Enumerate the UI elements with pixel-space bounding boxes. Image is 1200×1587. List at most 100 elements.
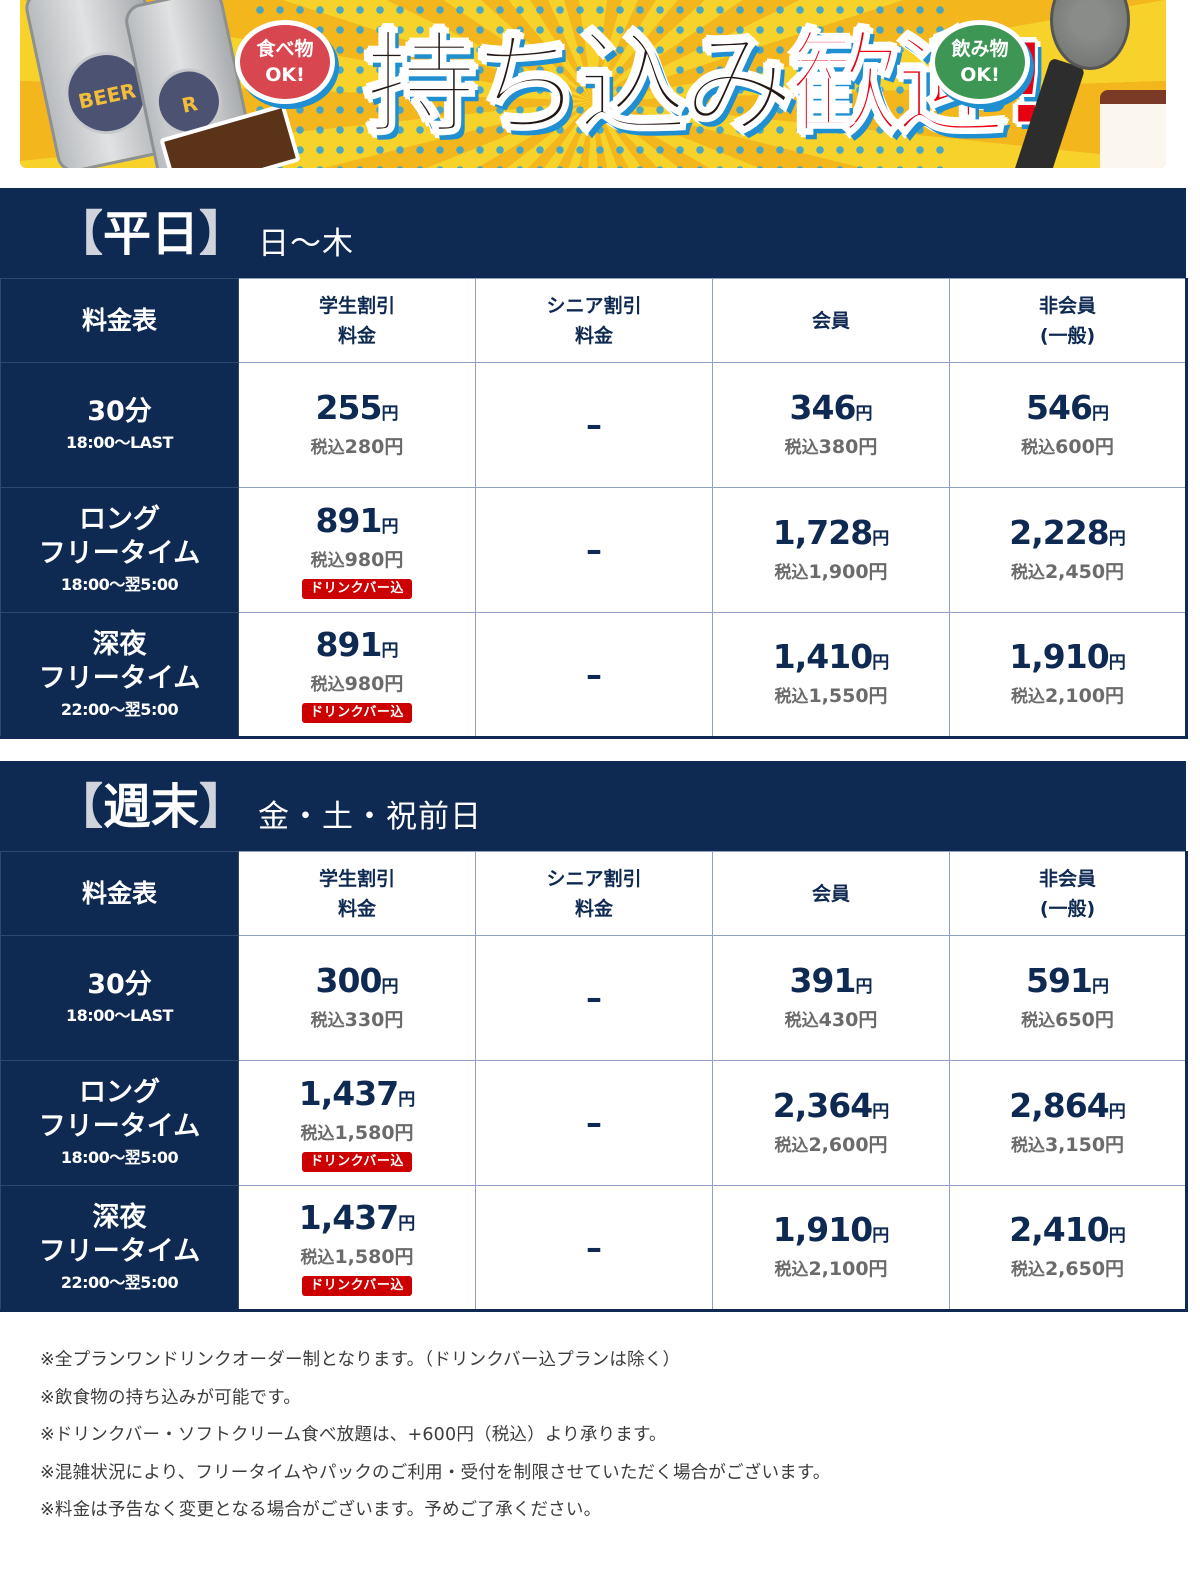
tax-prefix: 税込 — [774, 1260, 809, 1280]
price-cell-member: 391円 税込430円 — [712, 935, 950, 1061]
drink-ok-line2: OK! — [960, 64, 1000, 86]
price-cell-student: 891円 税込980円 ドリンクバー込 — [238, 487, 476, 613]
price-incl-tax: 税込430円 — [713, 1006, 949, 1035]
table-row: 30分 18:00～LAST 255円 税込280円 – 346円 税込380円 … — [0, 362, 1187, 488]
table-row: 30分 18:00～LAST 300円 税込330円 – 391円 税込430円 … — [0, 935, 1187, 1061]
price-cell-member: 1,910円 税込2,100円 — [712, 1185, 950, 1311]
tax-prefix: 税込 — [1021, 437, 1056, 458]
price-incl-tax: 税込2,650円 — [950, 1255, 1185, 1284]
yen-unit: 円 — [1108, 1101, 1126, 1122]
price-incl-tax: 税込3,150円 — [950, 1131, 1185, 1160]
col-nonmember: 非会員 (一般) — [949, 278, 1187, 363]
price-cell-student: 1,437円 税込1,580円 ドリンクバー込 — [238, 1185, 476, 1311]
price-cell-senior: – — [475, 612, 713, 738]
price-cell-senior: – — [475, 362, 713, 488]
weekend-header: 【週末】 金・土・祝前日 — [0, 761, 1186, 851]
plan-name: 深夜 — [92, 1201, 147, 1233]
yen-unit: 円 — [858, 1008, 878, 1031]
col-nonmember: 非会員 (一般) — [949, 851, 1187, 936]
price-cell-student: 891円 税込980円 ドリンクバー込 — [238, 612, 476, 738]
headline-black-text: 持ち込み — [364, 19, 797, 152]
weekend-price-table: 料金表 学生割引 料金 シニア割引 料金 会員 非会員 (一般) 30分 18:00～L… — [0, 851, 1188, 1312]
price-cell-member: 2,364円 税込2,600円 — [712, 1060, 950, 1186]
price-excl-tax: 2,864円 — [950, 1085, 1185, 1131]
yen-unit: 円 — [855, 403, 873, 424]
plan-name: フリータイム — [38, 662, 201, 694]
tax-prefix: 税込 — [300, 1248, 335, 1268]
tax-prefix: 税込 — [310, 550, 345, 571]
price-excl-tax: 891円 — [239, 501, 475, 546]
price-incl-tax: 税込2,450円 — [950, 558, 1185, 587]
note-item: ※料金は予告なく変更となる場合がございます。予めご了承ください。 — [40, 1500, 602, 1520]
price-excl-tax: 346円 — [713, 388, 949, 433]
yen-unit: 円 — [384, 1008, 404, 1031]
tax-prefix: 税込 — [774, 562, 809, 583]
price-cell-nonmember: 1,910円 税込2,100円 — [949, 612, 1187, 738]
col-student-line2: 料金 — [337, 324, 376, 347]
not-available-dash: – — [586, 979, 602, 1017]
price-value: 1,910 — [772, 1210, 873, 1249]
price-incl-tax: 税込1,580円 — [239, 1119, 475, 1148]
yen-unit: 円 — [381, 976, 399, 997]
weekday-header: 【平日】 日～木 — [0, 188, 1186, 278]
price-cell-member: 1,728円 税込1,900円 — [712, 487, 950, 613]
weekday-price-section: 【平日】 日～木 料金表 学生割引 料金 シニア割引 料金 会員 非会員 (一般) 3… — [0, 188, 1188, 739]
tax-value: 3,150 — [1044, 1133, 1106, 1156]
price-excl-tax: 1,437円 — [239, 1199, 475, 1243]
tax-value: 2,600 — [808, 1133, 869, 1156]
tax-prefix: 税込 — [784, 437, 819, 458]
price-incl-tax: 税込1,900円 — [713, 558, 949, 587]
price-excl-tax: 2,410円 — [950, 1211, 1185, 1255]
price-cell-senior: – — [475, 935, 713, 1061]
yen-unit: 円 — [1108, 528, 1126, 549]
table-header-row: 料金表 学生割引 料金 シニア割引 料金 会員 非会員 (一般) — [0, 278, 1187, 363]
not-available-dash: – — [586, 1228, 602, 1267]
drinkbar-included-badge: ドリンクバー込 — [302, 1276, 412, 1296]
yen-unit: 円 — [1105, 1133, 1125, 1156]
col-student-line2: 料金 — [337, 897, 376, 920]
bring-your-own-banner: BEER R 食べ物 OK! 持ち込み歓迎! 飲み物 OK! — [20, 0, 1166, 168]
price-value: 2,864 — [1009, 1085, 1109, 1125]
col-senior-line1: シニア割引 — [546, 867, 642, 890]
yen-unit: 円 — [381, 403, 399, 424]
tax-value: 380 — [818, 435, 859, 458]
price-table-label: 料金表 — [0, 278, 239, 363]
drink-ok-bubble: 飲み物 OK! — [930, 20, 1030, 104]
weekend-title: 【週末】 — [55, 777, 247, 837]
tax-value: 1,580 — [334, 1246, 395, 1268]
price-value: 391 — [789, 960, 857, 1000]
price-excl-tax: 591円 — [950, 961, 1185, 1006]
tax-prefix: 税込 — [310, 675, 345, 695]
weekend-days: 金・土・祝前日 — [258, 799, 482, 835]
note-item: ※混雑状況により、フリータイムやパックのご利用・受付を制限させていただく場合がご… — [40, 1462, 831, 1483]
price-cell-senior: – — [475, 1185, 713, 1311]
weekday-price-table: 料金表 学生割引 料金 シニア割引 料金 会員 非会員 (一般) 30分 18:00～L… — [0, 278, 1188, 739]
yen-unit: 円 — [1094, 1008, 1114, 1031]
plan-cell: 30分 18:00～LAST — [0, 935, 239, 1061]
price-cell-student: 1,437円 税込1,580円 ドリンクバー込 — [238, 1060, 476, 1186]
tax-prefix: 税込 — [1010, 1135, 1045, 1156]
tax-prefix: 税込 — [310, 437, 345, 458]
price-cell-nonmember: 591円 税込650円 — [949, 935, 1187, 1061]
price-incl-tax: 税込600円 — [950, 433, 1185, 462]
price-cell-nonmember: 546円 税込600円 — [949, 362, 1187, 488]
col-member: 会員 — [712, 851, 950, 936]
price-incl-tax: 税込1,550円 — [713, 682, 949, 711]
tax-prefix: 税込 — [784, 1010, 819, 1031]
col-nonmember-line1: 非会員 — [1038, 867, 1096, 890]
table-row: 深夜 フリータイム 22:00～翌5:00 1,437円 税込1,580円 ドリンク… — [0, 1185, 1187, 1311]
note-item: ※全プランワンドリンクオーダー制となります。（ドリンクバー込プランは除く） — [40, 1350, 681, 1370]
yen-unit: 円 — [872, 528, 890, 549]
plan-cell: 深夜 フリータイム 22:00～翌5:00 — [0, 612, 239, 738]
price-excl-tax: 1,437円 — [239, 1074, 475, 1119]
price-excl-tax: 1,410円 — [713, 638, 949, 682]
price-excl-tax: 1,728円 — [713, 513, 949, 558]
yen-unit: 円 — [1108, 653, 1126, 673]
weekday-title: 【平日】 — [55, 204, 247, 264]
tax-value: 1,900 — [808, 560, 869, 583]
price-excl-tax: 1,910円 — [713, 1211, 949, 1255]
col-nonmember-line1: 非会員 — [1038, 294, 1096, 317]
price-excl-tax: 391円 — [713, 960, 949, 1006]
drinkbar-included-badge: ドリンクバー込 — [302, 1151, 412, 1172]
not-available-dash: – — [586, 1104, 602, 1142]
